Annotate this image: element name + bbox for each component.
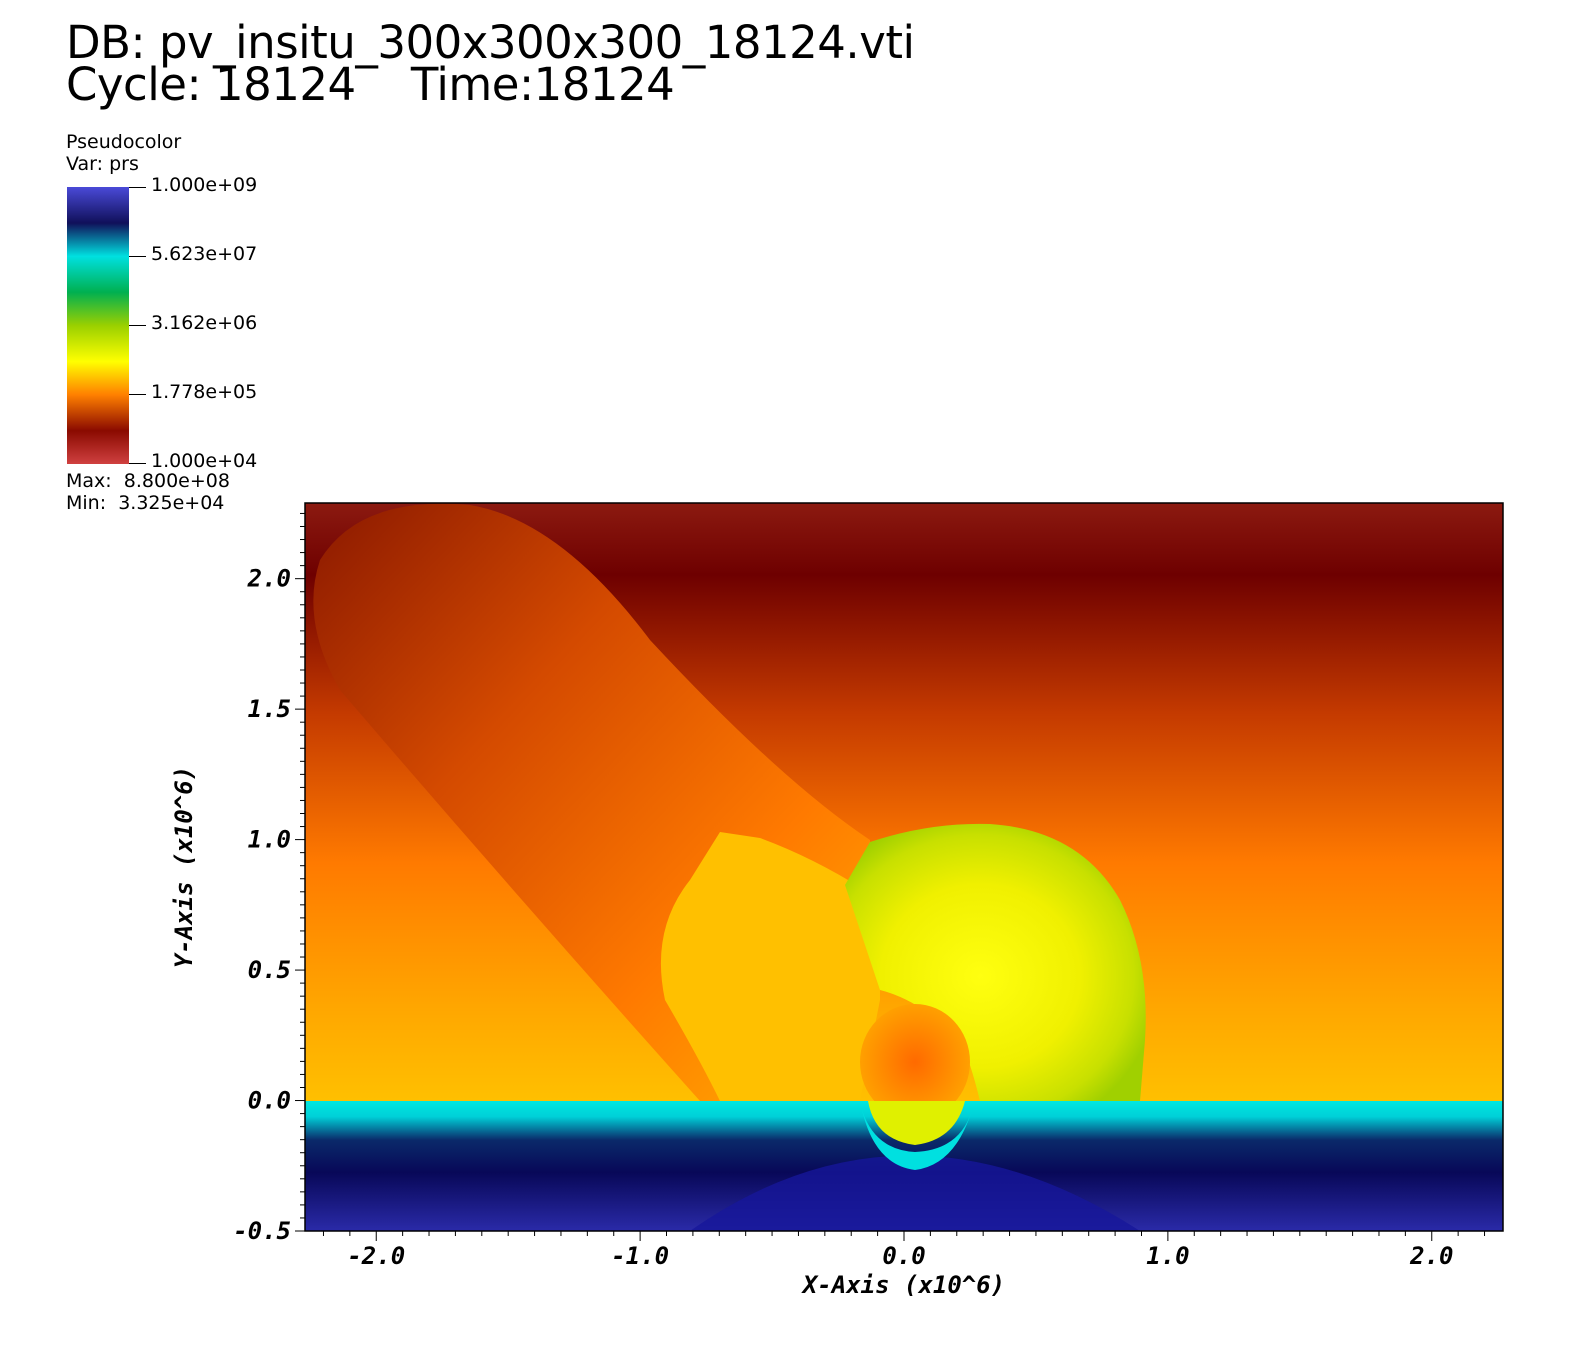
crater-cyan-rim bbox=[862, 1110, 972, 1170]
y-tick-label: -0.5 bbox=[233, 1217, 291, 1245]
y-axis-title: Y-Axis (x10^6) bbox=[170, 766, 198, 968]
cycle-time-title: Cycle: 18124 Time:18124 bbox=[66, 58, 675, 111]
mushroom-cloud bbox=[845, 823, 1146, 1101]
y-tick-label: 0.0 bbox=[248, 1087, 291, 1115]
colorbar-tick bbox=[129, 394, 146, 395]
x-axis-title: X-Axis (x10^6) bbox=[801, 1271, 1005, 1299]
colorbar-tick-label: 5.623e+07 bbox=[151, 243, 258, 265]
legend-plot-type: Pseudocolor bbox=[66, 131, 182, 153]
db-title: DB: pv_insitu_300x300x300_18124.vti bbox=[66, 16, 915, 69]
x-tick-label: 0.0 bbox=[882, 1242, 925, 1270]
x-axis-ticks: -2.0 -1.0 0.0 1.0 2.0 bbox=[322, 1231, 1486, 1270]
x-tick-label: 2.0 bbox=[1409, 1242, 1453, 1270]
x-tick-label: -1.0 bbox=[611, 1242, 669, 1270]
field-image bbox=[305, 503, 1503, 1231]
debris-region bbox=[660, 832, 880, 1101]
ground-shock-arc bbox=[690, 1155, 1140, 1231]
colorbar-tick bbox=[129, 463, 146, 464]
crater-core bbox=[860, 1004, 970, 1120]
legend-max: Max: 8.800e+08 bbox=[66, 470, 230, 492]
y-tick-label: 0.5 bbox=[248, 956, 291, 984]
colorbar bbox=[67, 187, 129, 464]
colorbar-tick-label: 1.778e+05 bbox=[151, 381, 258, 403]
colorbar-tick bbox=[129, 256, 146, 257]
colorbar-tick-label: 3.162e+06 bbox=[151, 312, 258, 334]
y-tick-label: 1.0 bbox=[248, 826, 291, 854]
legend-var-label: Var: prs bbox=[66, 153, 139, 175]
y-axis-ticks: -0.5 0.0 0.5 1.0 1.5 2.0 bbox=[233, 512, 305, 1245]
colorbar-tick bbox=[129, 187, 146, 188]
colorbar-tick bbox=[129, 325, 146, 326]
x-tick-label: 1.0 bbox=[1146, 1242, 1189, 1270]
x-tick-label: -2.0 bbox=[347, 1242, 405, 1270]
colorbar-tick-label: 1.000e+04 bbox=[151, 450, 258, 472]
colorbar-tick-label: 1.000e+09 bbox=[151, 174, 258, 196]
y-tick-label: 1.5 bbox=[248, 695, 291, 723]
legend-min: Min: 3.325e+04 bbox=[66, 492, 225, 514]
y-tick-label: 2.0 bbox=[247, 565, 291, 593]
crater-bowl bbox=[868, 1101, 965, 1145]
